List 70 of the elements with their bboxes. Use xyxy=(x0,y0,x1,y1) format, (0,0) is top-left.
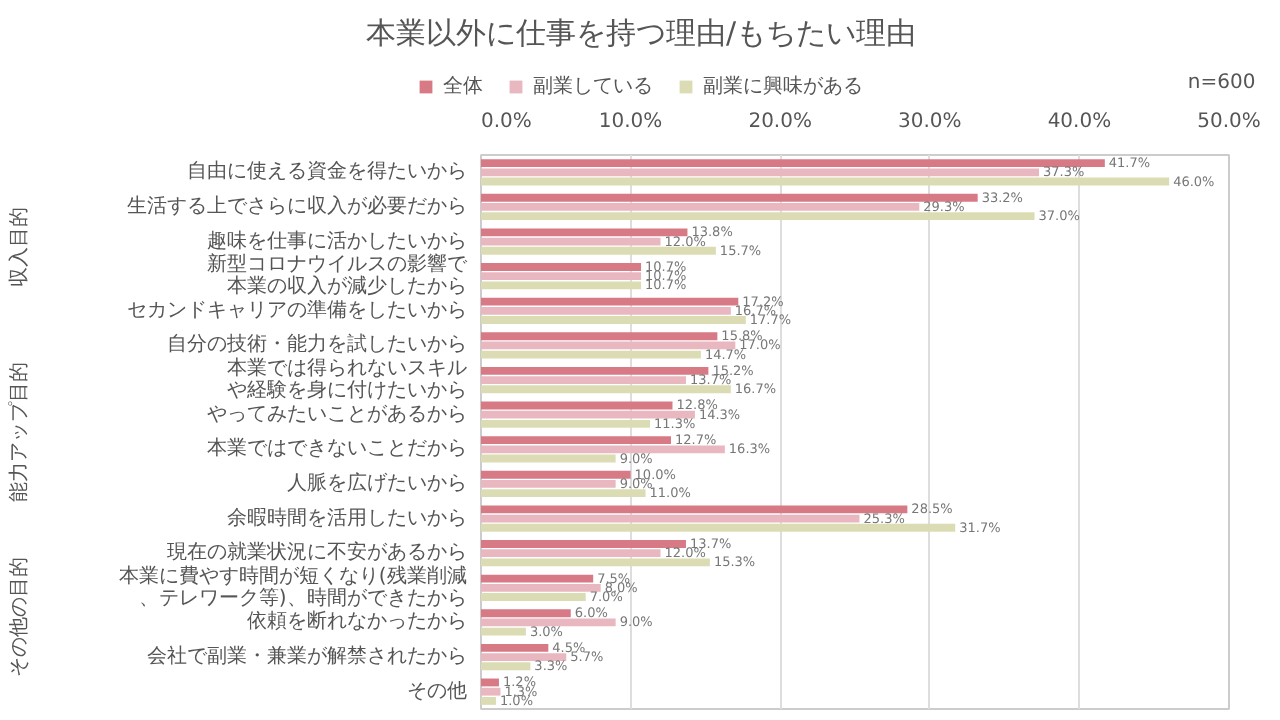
bar xyxy=(481,549,661,558)
text: 収入目的 xyxy=(7,207,32,288)
bar xyxy=(481,574,594,583)
legend-label: 副業に興味がある xyxy=(703,73,863,100)
bar xyxy=(481,662,531,671)
bar xyxy=(481,350,701,359)
bar xyxy=(481,168,1040,177)
bar xyxy=(481,297,739,306)
bar xyxy=(481,480,616,488)
y-tick-label: 本業では得られないスキルや経験を身に付けたいから xyxy=(226,356,467,403)
y-tick-label: 本業に費やす時間が短くなり(残業削減、テレワーク等)、時間ができたから xyxy=(118,563,467,610)
bar xyxy=(481,316,746,324)
bar xyxy=(481,523,956,532)
y-tick-label: その他 xyxy=(406,678,467,703)
bar xyxy=(481,653,567,661)
x-tick-label: 50.0% xyxy=(1197,111,1261,133)
bar xyxy=(481,643,549,652)
y-tick-label: やってみたいことがあるから xyxy=(206,403,467,426)
bar xyxy=(481,228,688,237)
bar xyxy=(481,246,716,255)
y-tick-label: 自分の技術・能力を試したいから xyxy=(166,332,467,357)
x-tick-label: 20.0% xyxy=(748,111,812,133)
y-tick-label: 現在の就業状況に不安があるから xyxy=(166,540,467,565)
y-tick-label: 余暇時間を活用したいから xyxy=(226,505,467,530)
bar xyxy=(481,445,725,454)
bar xyxy=(481,609,571,618)
bar xyxy=(481,203,920,211)
chart-title: 本業以外に仕事を持つ理由/もちたい理由 xyxy=(365,15,917,51)
bar xyxy=(481,470,631,479)
y-tick-label: 生活する上でさらに収入が必要だから xyxy=(126,193,467,218)
bar xyxy=(481,306,731,315)
bar xyxy=(481,366,709,375)
bar xyxy=(481,687,501,696)
bar xyxy=(481,212,1035,221)
bar xyxy=(481,436,671,444)
text: 能力アップ目的 xyxy=(7,362,32,502)
bar xyxy=(481,489,646,498)
bar xyxy=(481,583,601,592)
bar xyxy=(481,505,908,514)
bar xyxy=(481,263,642,271)
bar xyxy=(481,193,978,202)
bar xyxy=(481,410,695,419)
y-tick-label: セカンドキャリアの準備をしたいから xyxy=(126,297,467,322)
y-tick-label: 自由に使える資金を得たいから xyxy=(186,159,467,184)
x-tick-label: 30.0% xyxy=(898,111,962,133)
x-tick-label: 40.0% xyxy=(1047,111,1112,133)
bar xyxy=(481,540,686,548)
bar xyxy=(481,593,586,601)
bar xyxy=(481,420,651,428)
y-tick-label: 会社で副業・兼業が解禁されたから xyxy=(146,644,467,669)
legend-label: 全体 xyxy=(443,74,483,100)
x-tick-label: 10.0% xyxy=(598,111,663,133)
x-tick-label: 0.0% xyxy=(481,111,532,133)
bar xyxy=(481,627,526,636)
text: n=600 xyxy=(1187,72,1256,94)
text: その他の目的 xyxy=(7,556,32,677)
y-tick-label: 新型コロナウイルスの影響で本業の収入が減少したから xyxy=(206,252,469,299)
y-tick-label: 趣味を仕事に活かしたいから xyxy=(206,228,467,253)
bar xyxy=(481,281,642,290)
y-tick-label: 本業ではできないことだから xyxy=(206,436,467,461)
bar xyxy=(481,385,731,394)
bar xyxy=(481,558,710,567)
bar xyxy=(481,159,1105,167)
y-tick-label: 依頼を断れなかったから xyxy=(246,609,467,634)
legend-label: 副業している xyxy=(533,73,653,100)
bar xyxy=(481,376,686,384)
bar xyxy=(481,332,718,341)
y-tick-label: 人脈を広げたいから xyxy=(286,470,467,495)
bar xyxy=(481,272,642,281)
bar xyxy=(481,697,496,705)
